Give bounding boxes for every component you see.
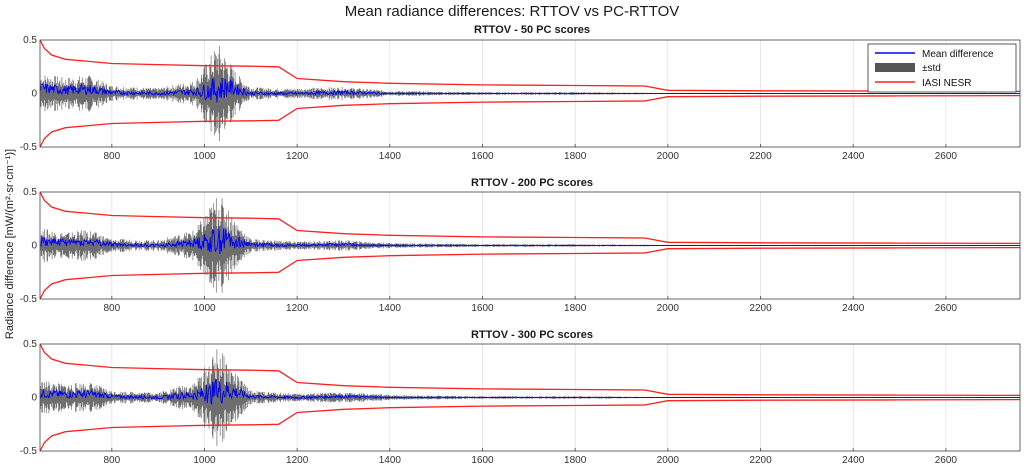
x-tick-label: 2200 (749, 151, 772, 162)
subplot-50-pc-scores: RTTOV - 50 PC scores 800 1000 1200 1400 1600… (20, 24, 1021, 162)
x-tick-label: 2400 (842, 151, 865, 162)
legend-swatch-std (875, 63, 915, 72)
nesr-lower-line (40, 398, 1020, 451)
axes-frame (39, 343, 1021, 452)
subplot-title: RTTOV - 50 PC scores (474, 24, 590, 36)
y-tick-label: 0 (31, 241, 37, 252)
y-tick-label: -0.5 (20, 446, 38, 457)
nesr-lower-line (40, 94, 1020, 147)
x-tick-label: 2600 (935, 303, 958, 314)
subplot-title: RTTOV - 200 PC scores (471, 177, 593, 189)
mean-difference-line (40, 77, 1020, 103)
subplot-200-pc-scores: RTTOV - 200 PC scores 800 1000 1200 1400 160… (20, 177, 1021, 314)
x-tick-label: 1400 (379, 151, 402, 162)
legend-label-mean-difference: Mean difference (922, 49, 994, 60)
y-tick-label: 0.5 (23, 339, 37, 350)
x-tick-label: 1400 (379, 303, 402, 314)
x-tick-label: 2200 (749, 303, 772, 314)
x-tick-label: 1200 (286, 303, 309, 314)
y-tick-label: 0.5 (23, 187, 37, 198)
figure-title: Mean radiance differences: RTTOV vs PC-R… (345, 3, 680, 20)
x-tick-label: 1000 (193, 151, 216, 162)
x-tick-label: 800 (103, 455, 120, 466)
x-tick-label: 2000 (657, 151, 680, 162)
x-tick-label: 2200 (749, 455, 772, 466)
subplot-300-pc-scores: RTTOV - 300 PC scores 800 1000 1200 1400 160… (20, 329, 1021, 466)
x-tick-label: 1000 (193, 455, 216, 466)
x-tick-label: 800 (103, 151, 120, 162)
x-tick-label: 1800 (564, 455, 587, 466)
y-tick-label: 0 (31, 393, 37, 404)
y-tick-label: 0 (31, 89, 37, 100)
subplot-title: RTTOV - 300 PC scores (471, 329, 593, 341)
legend-label-std: ±std (922, 63, 941, 74)
x-tick-label: 800 (103, 303, 120, 314)
x-tick-label: 1600 (471, 303, 494, 314)
legend: Mean difference ±std IASI NESR (867, 43, 1017, 93)
plot-area (40, 192, 1020, 299)
x-tick-label: 1600 (471, 455, 494, 466)
y-axis-label: Radiance difference [mW/(m²·sr·cm⁻¹)] (4, 149, 16, 339)
plot-area (40, 40, 1020, 147)
legend-label-iasi-nesr: IASI NESR (922, 78, 971, 89)
x-tick-label: 2600 (935, 151, 958, 162)
x-tick-label: 1200 (286, 455, 309, 466)
x-tick-label: 2000 (657, 303, 680, 314)
x-tick-label: 1800 (564, 151, 587, 162)
y-tick-label: 0.5 (23, 35, 37, 46)
x-tick-label: 2400 (842, 455, 865, 466)
nesr-upper-line (40, 192, 1020, 245)
plot-area (40, 344, 1020, 451)
x-tick-label: 2600 (935, 455, 958, 466)
x-tick-label: 1200 (286, 151, 309, 162)
x-tick-label: 1400 (379, 455, 402, 466)
x-tick-label: 1800 (564, 303, 587, 314)
axes-frame (39, 191, 1021, 300)
x-tick-label: 1000 (193, 303, 216, 314)
mean-difference-line (40, 226, 1020, 255)
nesr-upper-line (40, 40, 1020, 93)
nesr-upper-line (40, 344, 1020, 397)
x-tick-label: 1600 (471, 151, 494, 162)
x-tick-label: 2400 (842, 303, 865, 314)
nesr-lower-line (40, 246, 1020, 299)
axes-frame (39, 39, 1021, 148)
mean-difference-line (40, 379, 1020, 405)
x-tick-label: 2000 (657, 455, 680, 466)
y-tick-label: -0.5 (20, 142, 38, 153)
y-tick-label: -0.5 (20, 294, 38, 305)
